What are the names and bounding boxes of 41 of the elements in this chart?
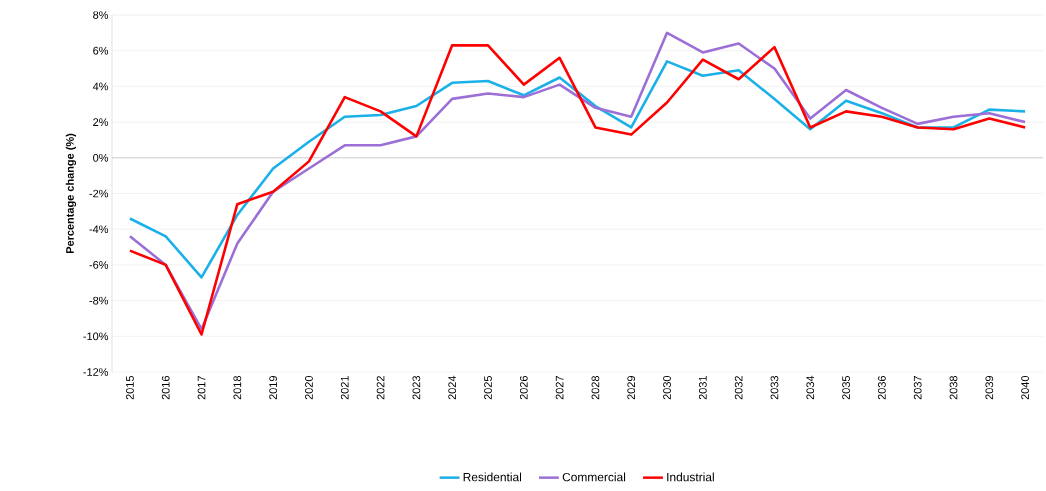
y-tick-label: -10%	[83, 332, 109, 341]
y-tick-label: 0%	[93, 153, 109, 162]
x-tick-label: 2031	[698, 376, 707, 400]
x-tick-label: 2017	[197, 376, 206, 400]
x-tick-label: 2027	[555, 376, 564, 400]
x-tick-label: 2032	[734, 376, 743, 400]
x-tick-label: 2028	[591, 376, 600, 400]
x-tick-label: 2034	[806, 375, 815, 400]
x-tick-label: 2020	[305, 375, 313, 400]
x-tick-label: 2036	[878, 376, 886, 400]
x-tick-label: 2022	[376, 376, 385, 400]
y-tick-label: 8%	[93, 11, 109, 19]
x-tick-label: 2021	[340, 376, 349, 400]
legend-label: Industrial	[667, 472, 714, 482]
x-tick-label: 2026	[519, 376, 528, 400]
y-tick-label: -2%	[89, 189, 109, 198]
x-tick-label: 2023	[412, 376, 421, 400]
x-tick-label: 2037	[913, 376, 922, 400]
y-tick-label: 6%	[93, 46, 109, 55]
x-tick-label: 2024	[448, 375, 457, 400]
legend-label: Commercial	[562, 472, 626, 482]
x-tick-label: 2035	[842, 376, 850, 400]
y-axis-title: Percentage change (%)	[65, 133, 77, 254]
x-tick-label: 2018	[233, 376, 242, 400]
y-tick-label: -6%	[89, 261, 109, 269]
y-tick-label: -4%	[89, 225, 109, 234]
y-tick-label: -8%	[89, 296, 109, 305]
y-tick-label: 2%	[93, 118, 109, 126]
x-tick-label: 2019	[269, 376, 278, 400]
x-tick-label: 2025	[484, 376, 492, 400]
y-tick-label: -12%	[83, 368, 109, 376]
x-tick-label: 2039	[985, 376, 994, 400]
x-tick-label: 2033	[770, 376, 779, 400]
x-tick-label: 2016	[161, 376, 170, 400]
x-tick-label: 2029	[627, 376, 636, 400]
x-tick-label: 2040	[1021, 375, 1029, 400]
x-tick-label: 2015	[126, 376, 134, 400]
legend-label: Residential	[463, 472, 522, 482]
x-tick-label: 2038	[949, 376, 958, 400]
y-tick-label: 4%	[92, 82, 109, 91]
x-tick-label: 2030	[663, 375, 671, 400]
